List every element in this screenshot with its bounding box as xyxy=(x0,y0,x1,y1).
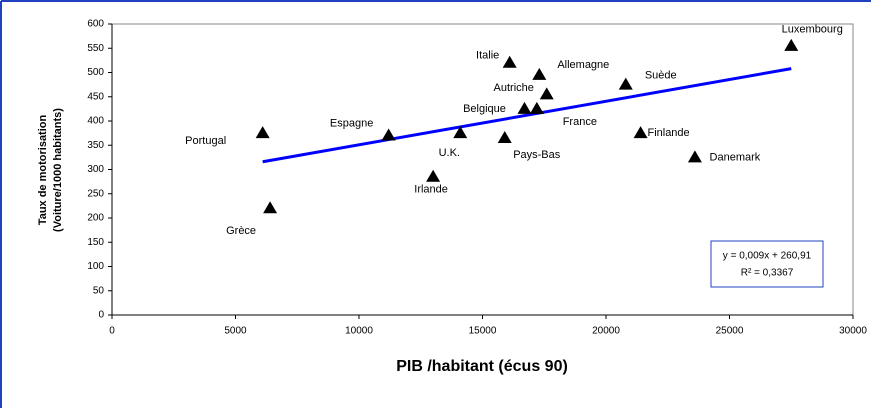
point xyxy=(529,101,544,114)
point-label: Allemagne xyxy=(557,59,609,71)
x-tick-label: 20000 xyxy=(592,326,620,337)
point-label: U.K. xyxy=(439,147,460,159)
y-tick-label: 100 xyxy=(87,261,104,272)
x-tick-label: 5000 xyxy=(224,326,247,337)
y-tick-label: 250 xyxy=(87,188,104,199)
x-tick-label: 30000 xyxy=(839,326,867,337)
point xyxy=(618,77,633,90)
point xyxy=(502,55,517,68)
point xyxy=(784,38,799,51)
x-axis-title: PIB /habitant (écus 90) xyxy=(396,358,568,375)
point-label: Espagne xyxy=(330,117,373,129)
y-axis-title-line: (Voiture/1000 habitants) xyxy=(52,108,64,232)
point-label: Finlande xyxy=(647,127,689,139)
y-axis-title-line: Taux de motorisation xyxy=(37,115,49,226)
point xyxy=(633,126,648,139)
point xyxy=(453,126,468,139)
y-tick-label: 150 xyxy=(87,237,104,248)
point xyxy=(539,87,554,100)
point xyxy=(532,67,547,80)
point-label: France xyxy=(563,116,597,128)
point xyxy=(426,169,441,182)
point-label: Portugal xyxy=(185,135,226,147)
y-tick-label: 50 xyxy=(93,285,105,296)
x-tick-label: 10000 xyxy=(345,326,373,337)
x-tick-label: 15000 xyxy=(469,326,497,337)
y-tick-label: 300 xyxy=(87,164,104,175)
point xyxy=(497,130,512,143)
y-tick-label: 450 xyxy=(87,91,104,102)
point-label: Belgique xyxy=(463,103,506,115)
y-tick-label: 350 xyxy=(87,140,104,151)
point-label: Danemark xyxy=(710,151,761,163)
r-squared: R² = 0,3367 xyxy=(741,268,794,279)
point xyxy=(263,201,278,214)
point xyxy=(255,126,270,139)
point xyxy=(381,128,396,141)
x-tick-label: 25000 xyxy=(716,326,744,337)
equation-box xyxy=(710,240,824,288)
y-tick-label: 0 xyxy=(98,310,104,321)
equation: y = 0,009x + 260,91 xyxy=(723,251,812,262)
point-label: Luxembourg xyxy=(782,24,843,36)
y-tick-label: 550 xyxy=(87,43,104,54)
point-label: Pays-Bas xyxy=(513,149,561,161)
x-tick-label: 0 xyxy=(109,326,115,337)
point-label: Autriche xyxy=(494,82,534,94)
trendline xyxy=(262,67,792,164)
point-label: Italie xyxy=(476,50,499,62)
point-label: Irlande xyxy=(414,184,448,196)
point xyxy=(517,101,532,114)
y-axis-title: Taux de motorisation (Voiture/1000 habit… xyxy=(37,108,64,232)
point-label: Grèce xyxy=(226,225,256,237)
y-tick-label: 200 xyxy=(87,213,104,224)
y-tick-label: 400 xyxy=(87,116,104,127)
y-tick-label: 600 xyxy=(87,19,104,30)
y-tick-label: 500 xyxy=(87,67,104,78)
point-label: Suède xyxy=(645,70,677,82)
point xyxy=(687,150,702,163)
